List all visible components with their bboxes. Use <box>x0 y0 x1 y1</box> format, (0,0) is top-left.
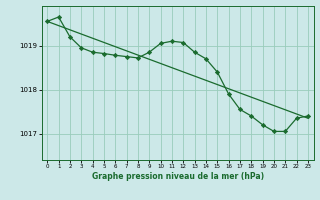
X-axis label: Graphe pression niveau de la mer (hPa): Graphe pression niveau de la mer (hPa) <box>92 172 264 181</box>
